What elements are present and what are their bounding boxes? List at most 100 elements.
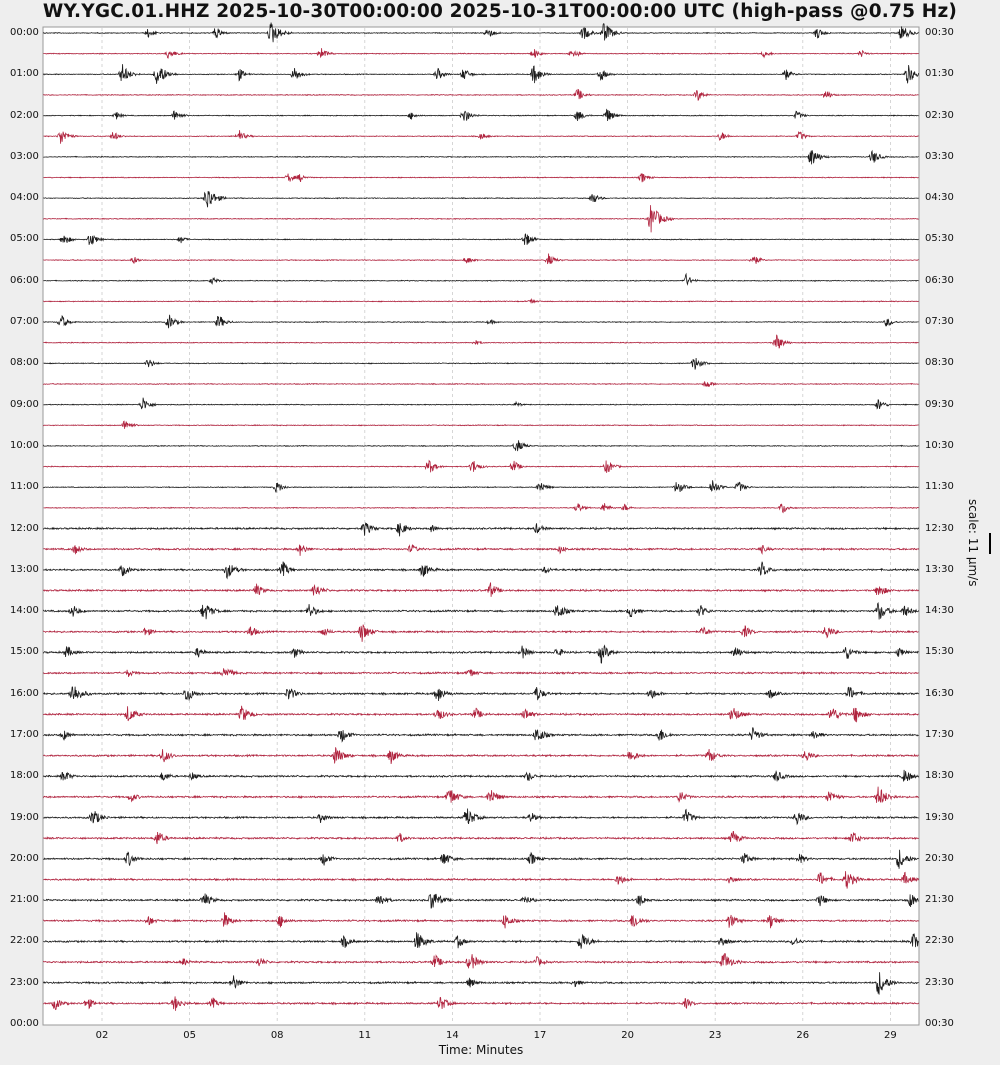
right-time-label: 13:30 (925, 563, 954, 575)
trace-row (43, 747, 919, 765)
trace-row (43, 705, 919, 723)
left-time-label: 10:00 (10, 439, 39, 451)
right-time-label: 19:30 (925, 811, 954, 823)
x-tick-label: 29 (884, 1030, 897, 1041)
x-axis-label: Time: Minutes (438, 1043, 524, 1057)
left-time-label: 07:00 (10, 316, 39, 328)
right-time-label: 04:30 (925, 192, 954, 204)
left-time-label: 04:00 (10, 192, 39, 204)
right-time-label: 15:30 (925, 646, 954, 658)
trace-row (43, 952, 919, 969)
trace-row (43, 668, 919, 677)
left-time-label: 11:00 (10, 481, 39, 493)
right-time-label: 22:30 (925, 935, 954, 947)
trace-row (43, 544, 919, 556)
left-time-label: 18:00 (10, 770, 39, 782)
left-time-label: 09:00 (10, 398, 39, 410)
right-time-label: 17:30 (925, 728, 954, 740)
left-time-label: 20:00 (10, 852, 39, 864)
trace-row (43, 996, 919, 1011)
trace-row (43, 602, 919, 620)
right-time-label: 21:30 (925, 894, 954, 906)
trace-row (43, 88, 919, 101)
right-time-label: 08:30 (925, 357, 954, 369)
right-time-label: 16:30 (925, 687, 954, 699)
x-tick-label: 14 (446, 1030, 459, 1041)
left-time-label: 00:00 (10, 27, 39, 38)
trace-row (43, 932, 919, 949)
left-time-label: 05:00 (10, 233, 39, 245)
left-time-label: 06:00 (10, 274, 39, 286)
x-tick-label: 20 (621, 1030, 634, 1041)
trace-row (43, 769, 919, 782)
trace-row (43, 849, 919, 869)
trace-row (43, 233, 919, 245)
trace-row (43, 314, 919, 329)
trace-row (43, 808, 919, 826)
left-time-label: 19:00 (10, 811, 39, 823)
trace-row (43, 831, 919, 845)
x-tick-label: 23 (708, 1030, 722, 1041)
trace-row (43, 205, 919, 233)
trace-row (43, 440, 919, 452)
trace-row (43, 582, 919, 597)
trace-row (43, 191, 919, 208)
left-time-label: 15:00 (10, 646, 39, 658)
trace-row (43, 253, 919, 265)
trace-row (43, 786, 919, 803)
left-time-label: 13:00 (10, 563, 39, 575)
x-tick-label: 05 (183, 1030, 196, 1041)
x-tick-label: 02 (95, 1030, 109, 1041)
left-time-label: 12:00 (10, 522, 39, 534)
trace-row (43, 48, 919, 59)
left-time-label: 14:00 (10, 605, 39, 617)
trace-row (43, 522, 919, 537)
right-time-label: 18:30 (925, 770, 954, 782)
plot-frame (42, 26, 920, 1026)
trace-row (43, 871, 919, 889)
left-time-label: 02:00 (10, 109, 39, 121)
right-time-label: 09:30 (925, 398, 954, 410)
left-time-label: 16:00 (10, 687, 39, 699)
trace-row (43, 149, 919, 165)
trace-row (43, 108, 919, 122)
trace-row (43, 397, 919, 410)
trace-row (43, 561, 919, 580)
left-time-label: 17:00 (10, 728, 39, 740)
trace-row (43, 727, 919, 743)
trace-row (43, 297, 919, 304)
trace-row (43, 972, 919, 995)
x-tick-label: 08 (270, 1030, 284, 1041)
right-time-label: 14:30 (925, 605, 954, 617)
left-time-label: 01:00 (10, 68, 39, 80)
trace-row (43, 480, 919, 493)
trace-row (43, 420, 919, 429)
trace-row (43, 893, 919, 909)
trace-row (43, 173, 919, 183)
trace-row (43, 503, 919, 514)
right-time-label: 23:30 (925, 976, 954, 988)
right-time-label: 11:30 (925, 481, 954, 493)
trace-row (43, 912, 919, 929)
traces (43, 22, 919, 1011)
right-time-label: 20:30 (925, 852, 954, 864)
left-time-label: 21:00 (10, 894, 39, 906)
x-tick-label: 11 (358, 1030, 372, 1041)
right-time-label: 00:30 (925, 27, 954, 38)
left-time-label: 08:00 (10, 357, 39, 369)
trace-row (43, 64, 919, 84)
trace-row (43, 130, 919, 144)
right-time-label: 01:30 (925, 68, 954, 80)
scale-label: scale: 11 μm/s (966, 499, 980, 587)
x-tick-label: 26 (796, 1030, 810, 1041)
trace-row (43, 459, 919, 473)
chart-title: WY.YGC.01.HHZ 2025-10-30T00:00:00 2025-1… (42, 1, 958, 22)
right-time-label: 10:30 (925, 439, 954, 451)
trace-row (43, 22, 919, 43)
right-time-label: 06:30 (925, 274, 954, 286)
right-time-label: 03:30 (925, 150, 954, 162)
trace-row (43, 624, 919, 642)
right-time-label: 12:30 (925, 522, 954, 534)
x-tick-label: 17 (533, 1030, 547, 1041)
